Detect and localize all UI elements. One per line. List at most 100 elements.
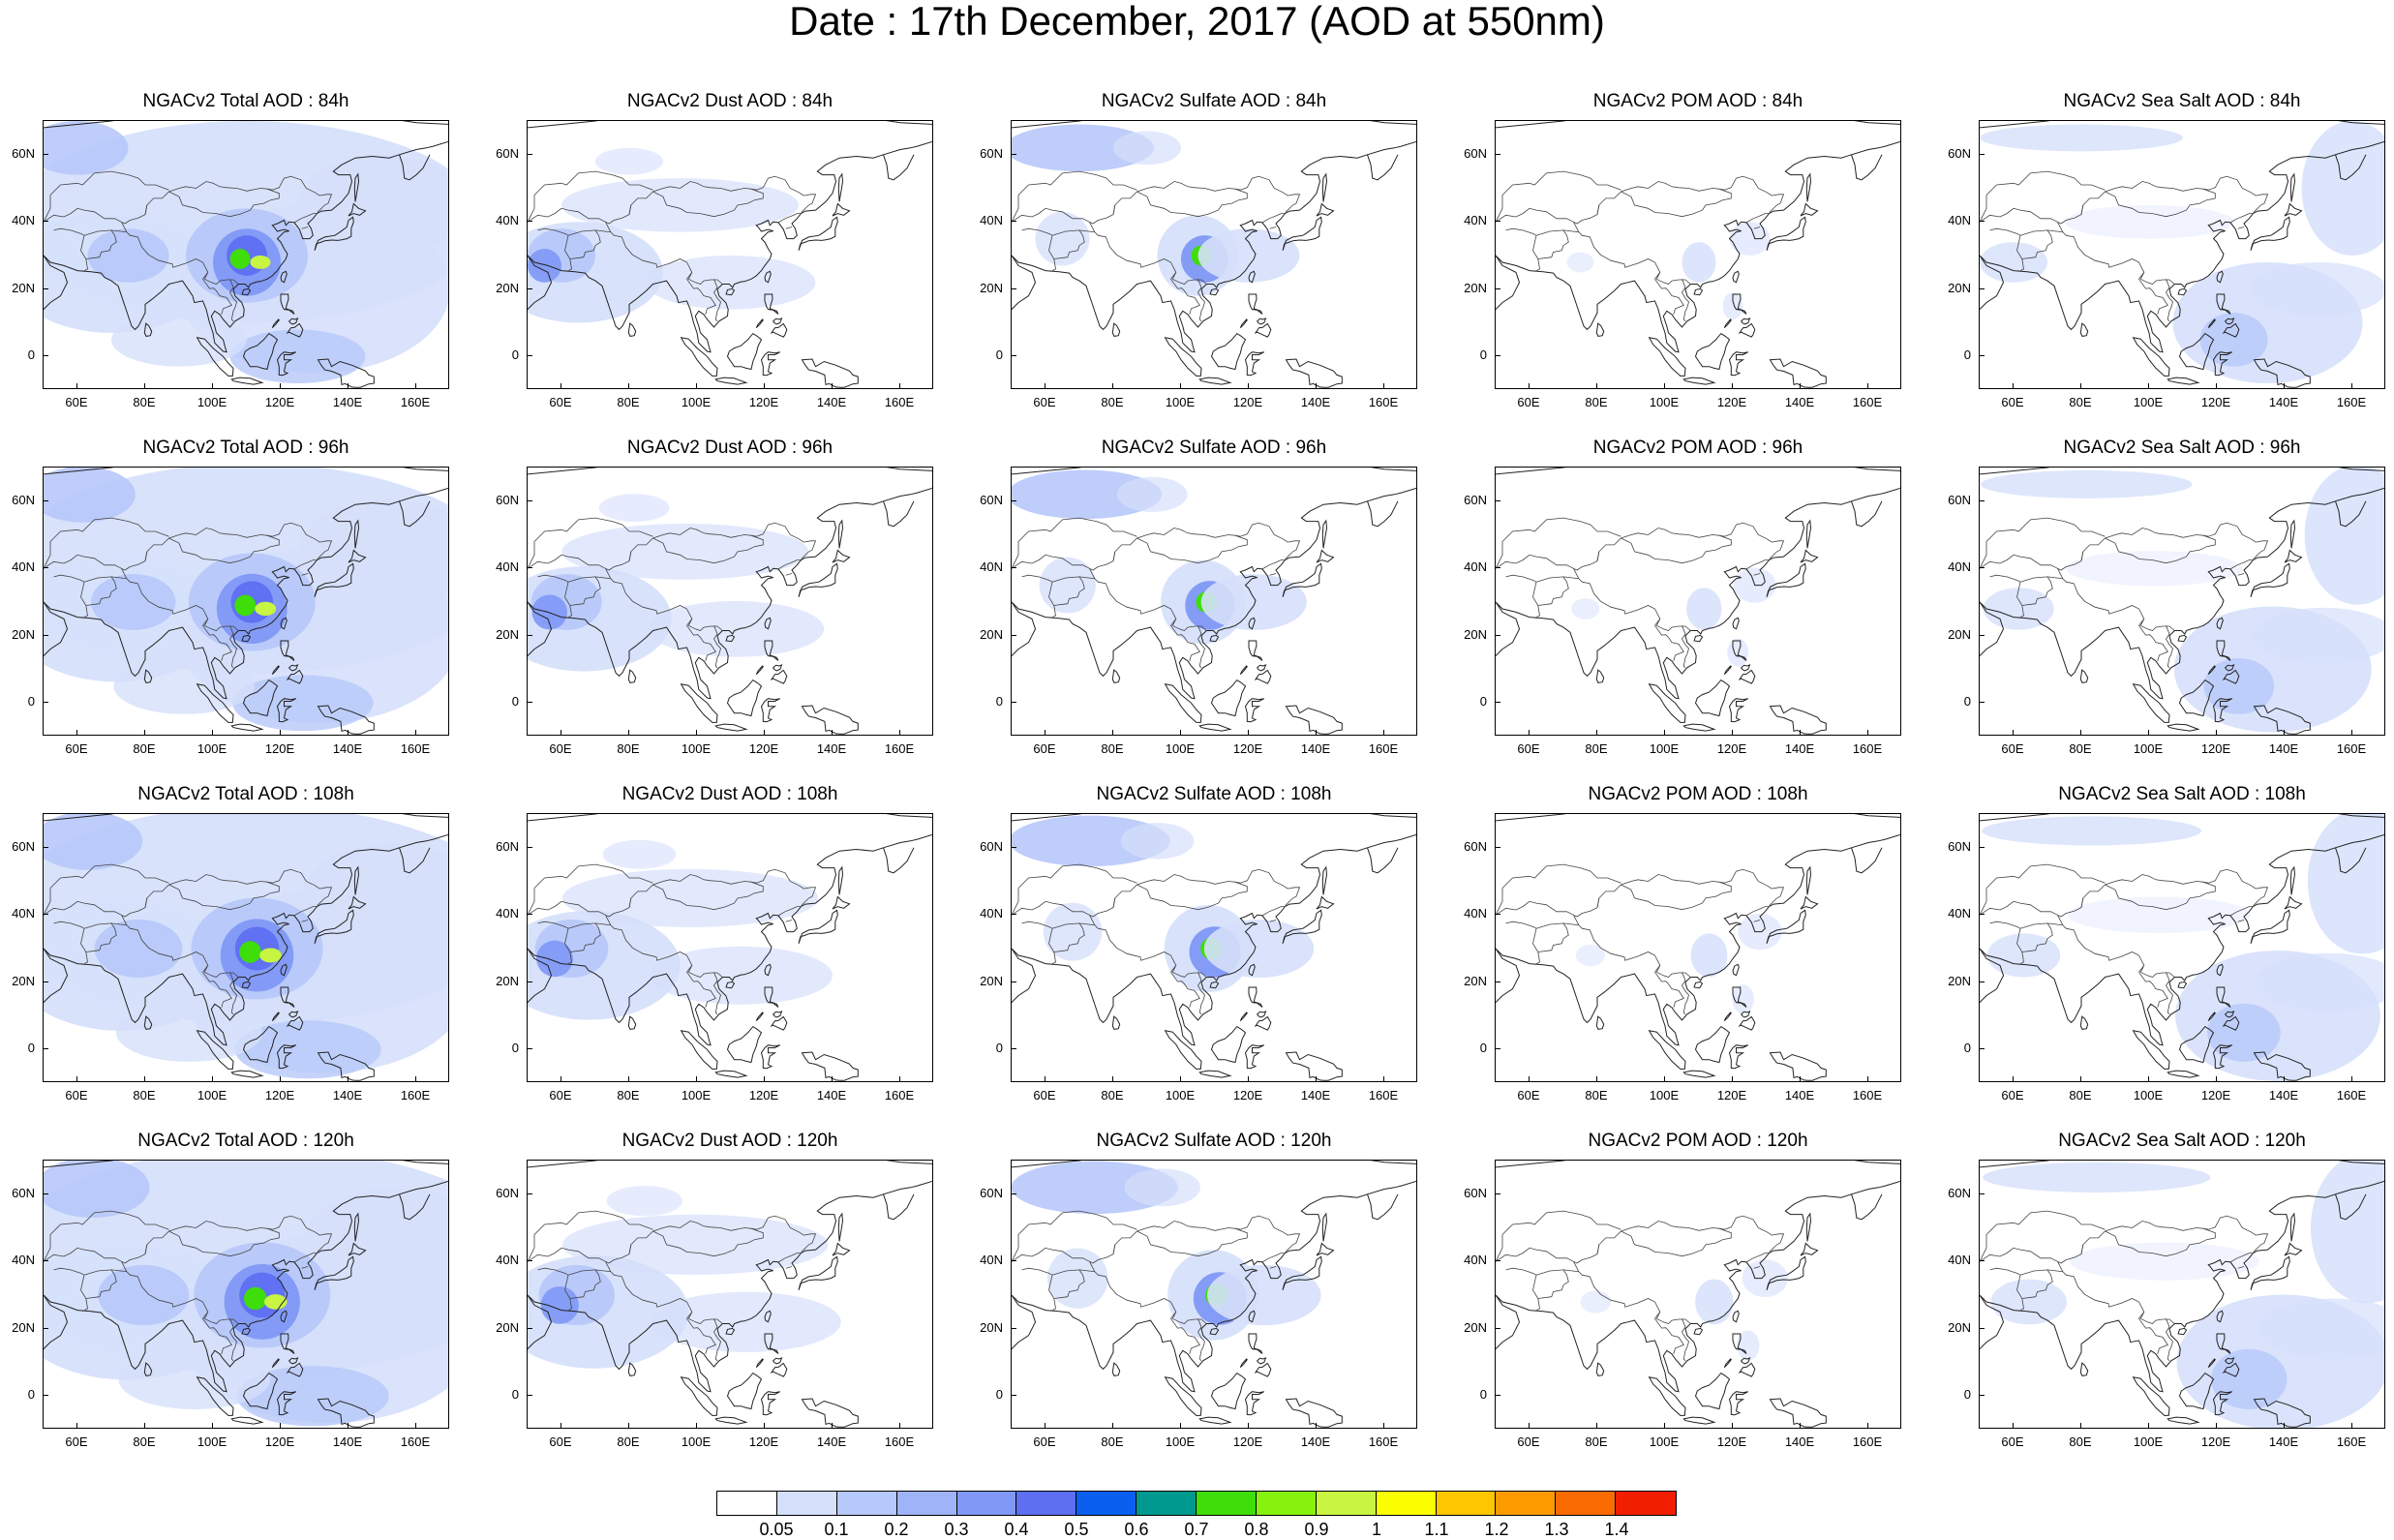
country-border: [537, 1267, 569, 1276]
lon-tick-label: 120E: [2200, 395, 2231, 409]
island-outline: [241, 981, 252, 989]
island-outline: [314, 216, 354, 251]
lon-tick: [2080, 1076, 2081, 1082]
island-outline: [317, 1398, 375, 1428]
country-border: [2080, 897, 2084, 908]
aod-field-patch: [602, 839, 677, 869]
island-outline: [1239, 1012, 1248, 1022]
colorbar-label: 0.5: [1064, 1520, 1089, 1539]
lon-tick-label: 160E: [1368, 395, 1399, 409]
country-border: [1053, 576, 1085, 606]
island-outline: [1239, 1358, 1248, 1369]
lon-tick-label: 60E: [65, 741, 88, 756]
island-outline: [280, 640, 295, 661]
colorbar-swatch: [1136, 1492, 1197, 1515]
country-border: [1051, 1269, 1207, 1324]
island-outline: [801, 1051, 859, 1081]
island-outline: [2212, 1391, 2233, 1416]
lon-tick: [144, 1423, 145, 1429]
country-border: [569, 922, 601, 952]
country-border: [528, 863, 653, 916]
island-outline: [2178, 1372, 2215, 1410]
country-border: [1980, 1210, 2106, 1262]
coastline: [2146, 1180, 2384, 1374]
country-border: [44, 868, 333, 918]
lon-tick-label: 60E: [549, 741, 572, 756]
aod-map: [1012, 1161, 1416, 1428]
country-border: [537, 921, 569, 929]
country-border: [1753, 226, 1761, 229]
island-outline: [1321, 865, 1328, 895]
lon-tick: [280, 730, 281, 736]
country-border: [1112, 897, 1116, 908]
island-outline: [1648, 683, 1686, 723]
coastline: [528, 948, 553, 1004]
lat-tick: [43, 1193, 48, 1194]
coastline: [1012, 601, 1196, 700]
country-border: [2080, 1244, 2084, 1254]
country-border: [2138, 619, 2168, 661]
aod-field-patch: [1571, 598, 1600, 619]
country-border: [1682, 1318, 1689, 1362]
lon-tick: [628, 1076, 629, 1082]
lat-tick-label: 0: [1479, 347, 1487, 363]
country-border: [1136, 534, 1248, 564]
aod-field-patch: [115, 1003, 263, 1062]
lon-tick: [1180, 383, 1181, 389]
lat-tick-label: 60N: [496, 838, 519, 854]
island-outline: [353, 1212, 360, 1242]
island-outline: [770, 669, 788, 684]
lat-tick-label: 40N: [1464, 1253, 1487, 1268]
country-border: [1496, 517, 1621, 569]
lon-tick: [76, 383, 77, 389]
island-outline: [2253, 1051, 2311, 1081]
lon-tick-label: 100E: [1165, 1434, 1196, 1449]
island-outline: [1198, 1416, 1232, 1425]
coastline: [1496, 255, 1680, 353]
country-border: [44, 1210, 169, 1262]
panel-title: NGACv2 Total AOD : 108h: [137, 784, 354, 804]
lon-tick-label: 140E: [2268, 1434, 2299, 1449]
lat-tick-label: 40N: [980, 1253, 1003, 1268]
island-outline: [276, 351, 297, 377]
aod-field-patch: [1695, 1279, 1734, 1325]
country-border: [528, 868, 817, 918]
island-outline: [348, 895, 367, 910]
country-border: [567, 229, 723, 285]
island-outline: [770, 1015, 788, 1031]
aod-field-patch: [1727, 638, 1749, 667]
island-outline: [714, 377, 748, 385]
lon-tick: [1664, 730, 1665, 736]
island-outline: [280, 1333, 295, 1354]
coastline: [2146, 487, 2384, 680]
island-outline: [680, 683, 718, 723]
island-outline: [1595, 1362, 1605, 1376]
aod-field-patch: [2199, 313, 2268, 367]
lat-tick-label: 20N: [1948, 280, 1971, 295]
island-outline: [280, 293, 295, 315]
lat-tick: [1979, 1048, 1985, 1050]
island-outline: [276, 698, 297, 723]
lon-tick: [1664, 383, 1665, 389]
coastline: [528, 601, 553, 657]
island-outline: [230, 723, 264, 732]
island-outline: [760, 351, 781, 377]
coastline: [694, 140, 932, 334]
island-outline: [276, 1391, 297, 1416]
aod-map: [1496, 468, 1900, 735]
coastline: [1012, 255, 1037, 311]
island-outline: [280, 1310, 288, 1323]
country-border: [713, 625, 721, 669]
map-plot-area: [43, 1160, 449, 1429]
country-border: [1537, 922, 1569, 952]
coastline: [1496, 121, 1900, 129]
panel-title: NGACv2 Sea Salt AOD : 120h: [2058, 1131, 2306, 1151]
country-border: [85, 576, 117, 606]
colorbar-label: 0.1: [824, 1520, 849, 1539]
island-outline: [1732, 640, 1747, 661]
country-border: [1012, 868, 1301, 918]
country-border: [2057, 915, 2064, 925]
island-outline: [627, 669, 637, 683]
island-outline: [1732, 1310, 1740, 1323]
aod-map: [1496, 1161, 1900, 1428]
